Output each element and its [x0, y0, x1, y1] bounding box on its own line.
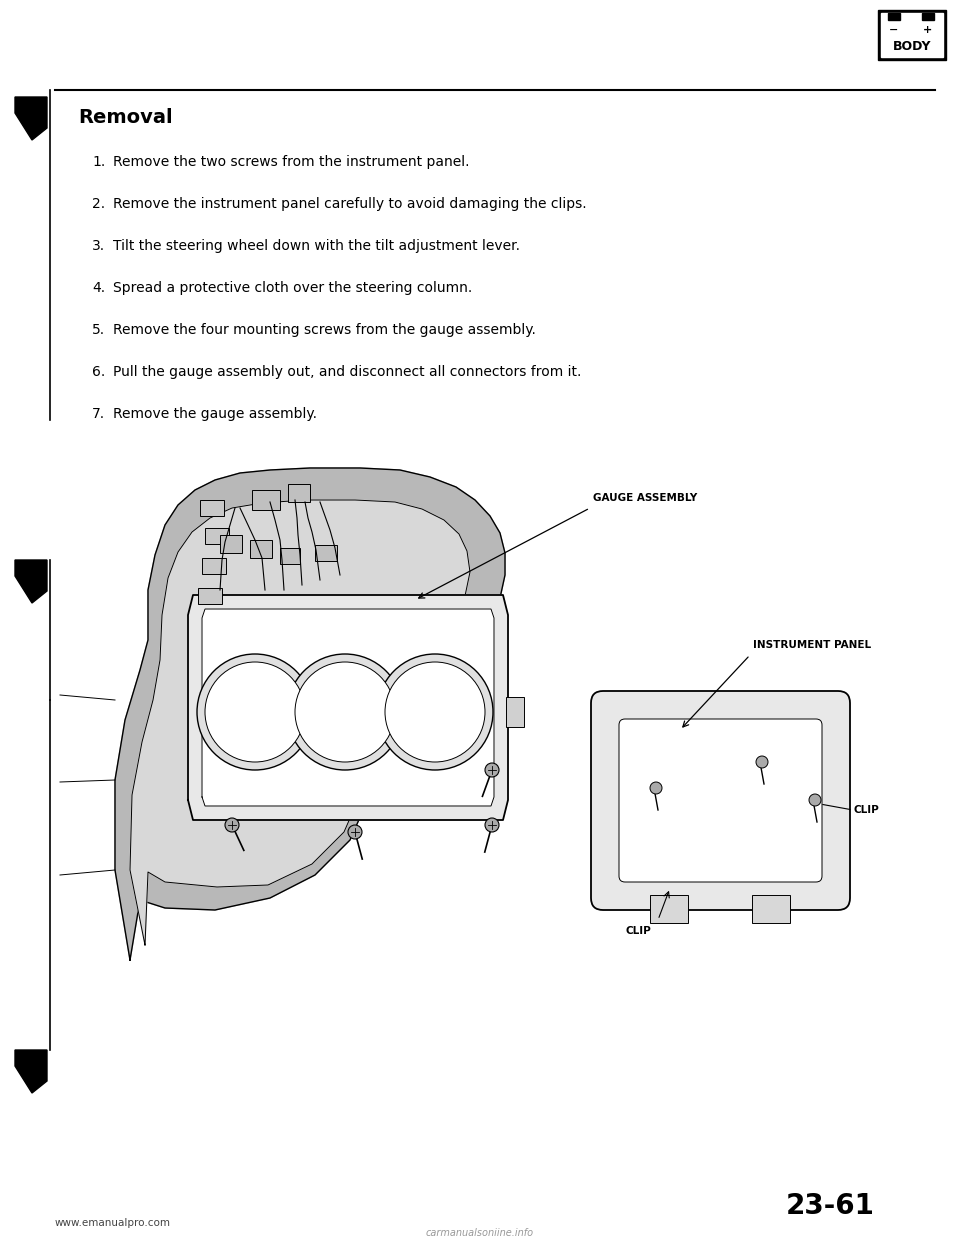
- Bar: [881, 12, 943, 57]
- Circle shape: [650, 782, 662, 794]
- Bar: [878, 10, 946, 60]
- Circle shape: [809, 794, 821, 806]
- Bar: [252, 491, 280, 510]
- Text: 23-61: 23-61: [786, 1192, 875, 1220]
- Circle shape: [385, 662, 485, 763]
- Text: INSTRUMENT PANEL: INSTRUMENT PANEL: [753, 640, 871, 650]
- Bar: [650, 895, 688, 923]
- Bar: [280, 548, 300, 564]
- Text: +: +: [924, 25, 932, 35]
- Polygon shape: [202, 609, 494, 806]
- Circle shape: [205, 662, 305, 763]
- Bar: [506, 697, 524, 727]
- Text: Removal: Removal: [78, 108, 173, 127]
- Polygon shape: [188, 595, 508, 820]
- Text: carmanualsoniine.info: carmanualsoniine.info: [426, 1228, 534, 1238]
- FancyBboxPatch shape: [619, 719, 822, 882]
- Circle shape: [377, 655, 493, 770]
- Circle shape: [287, 655, 403, 770]
- Bar: [205, 528, 229, 544]
- Text: CLIP: CLIP: [853, 805, 878, 815]
- Polygon shape: [130, 501, 470, 945]
- Text: 5.: 5.: [92, 323, 106, 337]
- Polygon shape: [15, 560, 47, 604]
- Text: CLIP: CLIP: [625, 927, 651, 936]
- Text: BODY: BODY: [893, 40, 931, 52]
- Text: Remove the gauge assembly.: Remove the gauge assembly.: [113, 407, 317, 421]
- Circle shape: [756, 756, 768, 768]
- Circle shape: [197, 655, 313, 770]
- Text: www.emanualpro.com: www.emanualpro.com: [55, 1218, 171, 1228]
- Polygon shape: [15, 97, 47, 140]
- FancyBboxPatch shape: [591, 691, 850, 910]
- Text: 1.: 1.: [92, 155, 106, 169]
- Bar: [288, 484, 310, 502]
- Bar: [315, 545, 337, 561]
- Text: Pull the gauge assembly out, and disconnect all connectors from it.: Pull the gauge assembly out, and disconn…: [113, 365, 582, 379]
- Circle shape: [295, 662, 395, 763]
- Bar: [922, 12, 934, 20]
- Polygon shape: [15, 1049, 47, 1093]
- Circle shape: [485, 818, 499, 832]
- Polygon shape: [115, 468, 505, 960]
- Text: Remove the instrument panel carefully to avoid damaging the clips.: Remove the instrument panel carefully to…: [113, 197, 587, 211]
- Bar: [888, 12, 900, 20]
- Text: Remove the two screws from the instrument panel.: Remove the two screws from the instrumen…: [113, 155, 469, 169]
- Bar: [752, 895, 790, 923]
- Bar: [250, 540, 272, 558]
- Bar: [220, 535, 242, 553]
- Text: Spread a protective cloth over the steering column.: Spread a protective cloth over the steer…: [113, 281, 472, 296]
- Text: 2.: 2.: [92, 197, 106, 211]
- Bar: [200, 501, 224, 515]
- Text: −: −: [889, 25, 899, 35]
- Text: 6.: 6.: [92, 365, 106, 379]
- Text: 4.: 4.: [92, 281, 106, 296]
- Circle shape: [485, 763, 499, 777]
- Text: Tilt the steering wheel down with the tilt adjustment lever.: Tilt the steering wheel down with the ti…: [113, 238, 520, 253]
- Bar: [198, 587, 222, 604]
- Text: 7.: 7.: [92, 407, 106, 421]
- Text: 3.: 3.: [92, 238, 106, 253]
- Circle shape: [225, 818, 239, 832]
- Bar: [202, 558, 226, 574]
- Text: GAUGE ASSEMBLY: GAUGE ASSEMBLY: [593, 493, 697, 503]
- Text: Remove the four mounting screws from the gauge assembly.: Remove the four mounting screws from the…: [113, 323, 536, 337]
- Circle shape: [348, 825, 362, 840]
